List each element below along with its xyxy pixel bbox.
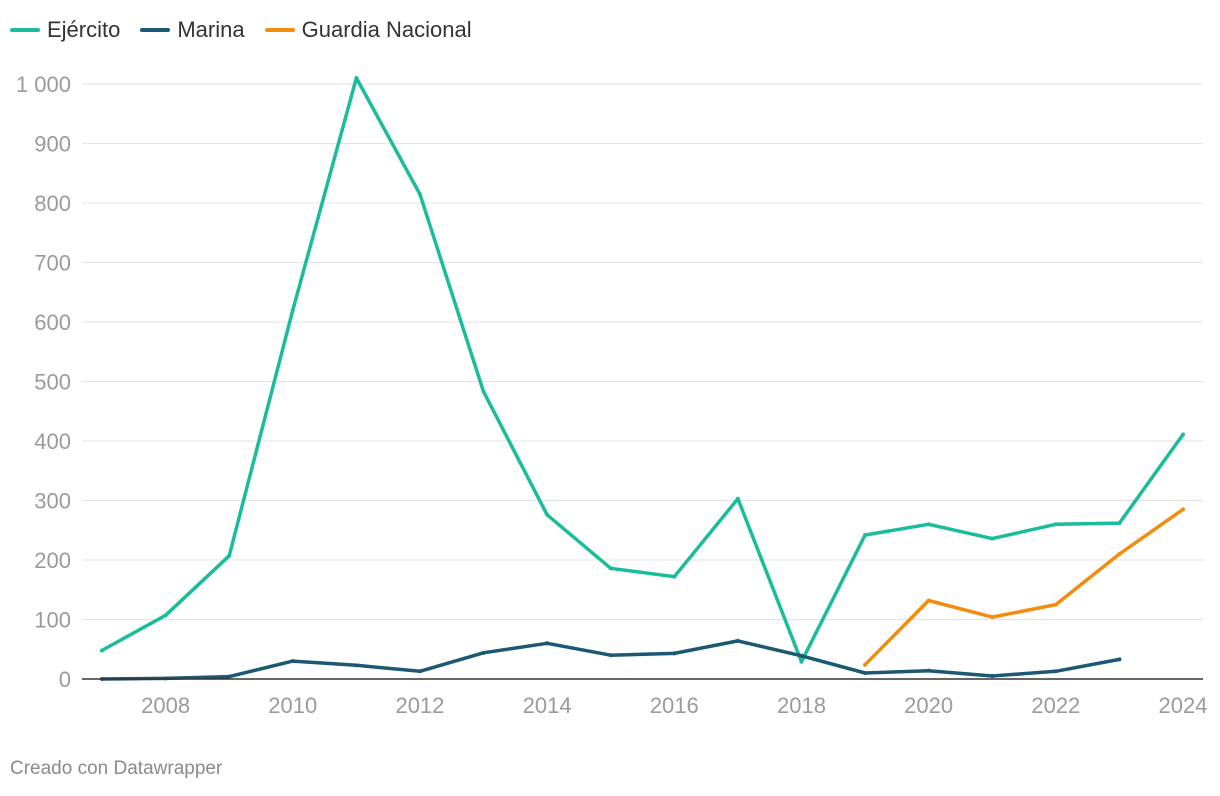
data-point[interactable] xyxy=(354,76,359,81)
data-point[interactable] xyxy=(735,496,740,501)
data-point[interactable] xyxy=(863,662,868,667)
data-point[interactable] xyxy=(926,522,931,527)
legend-item-marina[interactable]: Marina xyxy=(140,17,245,43)
y-tick-label: 800 xyxy=(34,191,71,216)
data-point[interactable] xyxy=(481,389,486,394)
series-line-ej-rcito[interactable] xyxy=(100,76,1185,664)
data-point[interactable] xyxy=(799,653,804,658)
data-point[interactable] xyxy=(990,615,995,620)
data-point[interactable] xyxy=(735,638,740,643)
legend-swatch-marina xyxy=(140,28,171,32)
data-point[interactable] xyxy=(290,308,295,313)
data-point[interactable] xyxy=(863,671,868,676)
x-tick-label: 2022 xyxy=(1031,693,1080,718)
data-point[interactable] xyxy=(990,674,995,679)
y-tick-label: 1 000 xyxy=(16,72,71,97)
legend-label-ejercito: Ejército xyxy=(47,17,121,42)
data-point[interactable] xyxy=(799,659,804,664)
legend-item-ejercito[interactable]: Ejército xyxy=(10,17,120,43)
legend-swatch-guardia-nacional xyxy=(264,28,295,32)
data-point[interactable] xyxy=(990,536,995,541)
data-point[interactable] xyxy=(227,674,232,679)
data-point[interactable] xyxy=(1181,432,1185,437)
data-point[interactable] xyxy=(1117,521,1122,526)
data-point[interactable] xyxy=(545,641,550,646)
data-point[interactable] xyxy=(1181,507,1185,512)
x-tick-label: 2012 xyxy=(395,693,444,718)
data-point[interactable] xyxy=(863,533,868,538)
data-point[interactable] xyxy=(163,613,168,618)
legend-label-guardia-nacional: Guardia Nacional xyxy=(301,17,472,42)
y-tick-label: 500 xyxy=(34,370,71,395)
y-tick-label: 600 xyxy=(34,310,71,335)
data-point[interactable] xyxy=(1053,602,1058,607)
data-point[interactable] xyxy=(417,192,422,197)
data-point[interactable] xyxy=(481,650,486,655)
y-axis-tick-labels: 0 100 200 300 400 500 600 700 800 900 1 000 xyxy=(16,72,71,692)
data-point[interactable] xyxy=(672,651,677,656)
x-tick-label: 2014 xyxy=(523,693,572,718)
credit-text: Creado con Datawrapper xyxy=(10,758,223,779)
x-tick-label: 2010 xyxy=(268,693,317,718)
y-tick-label: 700 xyxy=(34,251,71,276)
y-tick-label: 400 xyxy=(34,429,71,454)
legend-item-guardia-nacional[interactable]: Guardia Nacional xyxy=(264,17,472,43)
x-tick-label: 2016 xyxy=(650,693,699,718)
data-point[interactable] xyxy=(1117,657,1122,662)
data-point[interactable] xyxy=(227,553,232,558)
x-tick-label: 2008 xyxy=(141,693,190,718)
y-tick-label: 900 xyxy=(34,132,71,157)
data-point[interactable] xyxy=(926,668,931,673)
data-point[interactable] xyxy=(290,659,295,664)
x-tick-label: 2020 xyxy=(904,693,953,718)
series-line-marina[interactable] xyxy=(100,639,1122,681)
data-point[interactable] xyxy=(100,648,104,653)
legend-label-marina: Marina xyxy=(177,17,245,42)
data-point[interactable] xyxy=(1053,669,1058,674)
data-point[interactable] xyxy=(417,669,422,674)
data-point[interactable] xyxy=(608,566,613,571)
grid-lines xyxy=(82,83,1203,620)
data-point[interactable] xyxy=(926,598,931,603)
y-tick-label: 200 xyxy=(34,548,71,573)
x-tick-label: 2024 xyxy=(1159,693,1208,718)
data-point[interactable] xyxy=(1117,552,1122,557)
data-point[interactable] xyxy=(545,512,550,517)
y-tick-label: 100 xyxy=(34,608,71,633)
data-point[interactable] xyxy=(354,663,359,668)
y-tick-label: 300 xyxy=(34,489,71,514)
x-tick-label: 2018 xyxy=(777,693,826,718)
data-point[interactable] xyxy=(608,653,613,658)
legend-swatch-ejercito xyxy=(10,28,40,32)
x-axis-tick-labels: 2008 2010 2012 2014 2016 2018 2020 2022 2024 xyxy=(141,693,1207,718)
y-tick-label: 0 xyxy=(59,667,71,692)
data-point[interactable] xyxy=(1053,522,1058,527)
legend: Ejército Marina Guardia Nacional xyxy=(10,14,472,46)
data-point[interactable] xyxy=(672,574,677,579)
series-lines xyxy=(100,76,1185,681)
series-line-guardia-nacional[interactable] xyxy=(863,507,1185,667)
